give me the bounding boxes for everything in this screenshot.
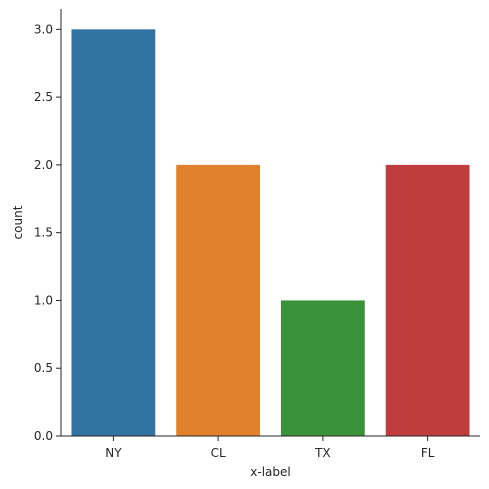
y-tick-label: 1.5	[34, 226, 53, 240]
x-tick-label-tx: TX	[314, 446, 331, 460]
y-tick-label: 0.5	[34, 361, 53, 375]
y-axis-label: count	[11, 205, 25, 239]
y-tick-label: 2.0	[34, 158, 53, 172]
x-tick-label-fl: FL	[421, 446, 435, 460]
bar-cl	[176, 164, 261, 436]
bar-tx	[280, 300, 365, 436]
x-tick-label-ny: NY	[105, 446, 122, 460]
bar-fl	[385, 164, 470, 436]
x-tick-label-cl: CL	[211, 446, 226, 460]
y-axis-ticks: 0.0 0.5 1.0 1.5 2.0 2.5 3.0	[34, 22, 61, 443]
x-axis-ticks: NY CL TX FL	[105, 436, 435, 460]
bars-group	[71, 29, 470, 436]
y-tick-label: 1.0	[34, 293, 53, 307]
y-tick-label: 3.0	[34, 22, 53, 36]
y-tick-label: 0.0	[34, 429, 53, 443]
x-axis-label: x-label	[250, 465, 290, 479]
bar-ny	[71, 29, 156, 436]
y-tick-label: 2.5	[34, 90, 53, 104]
